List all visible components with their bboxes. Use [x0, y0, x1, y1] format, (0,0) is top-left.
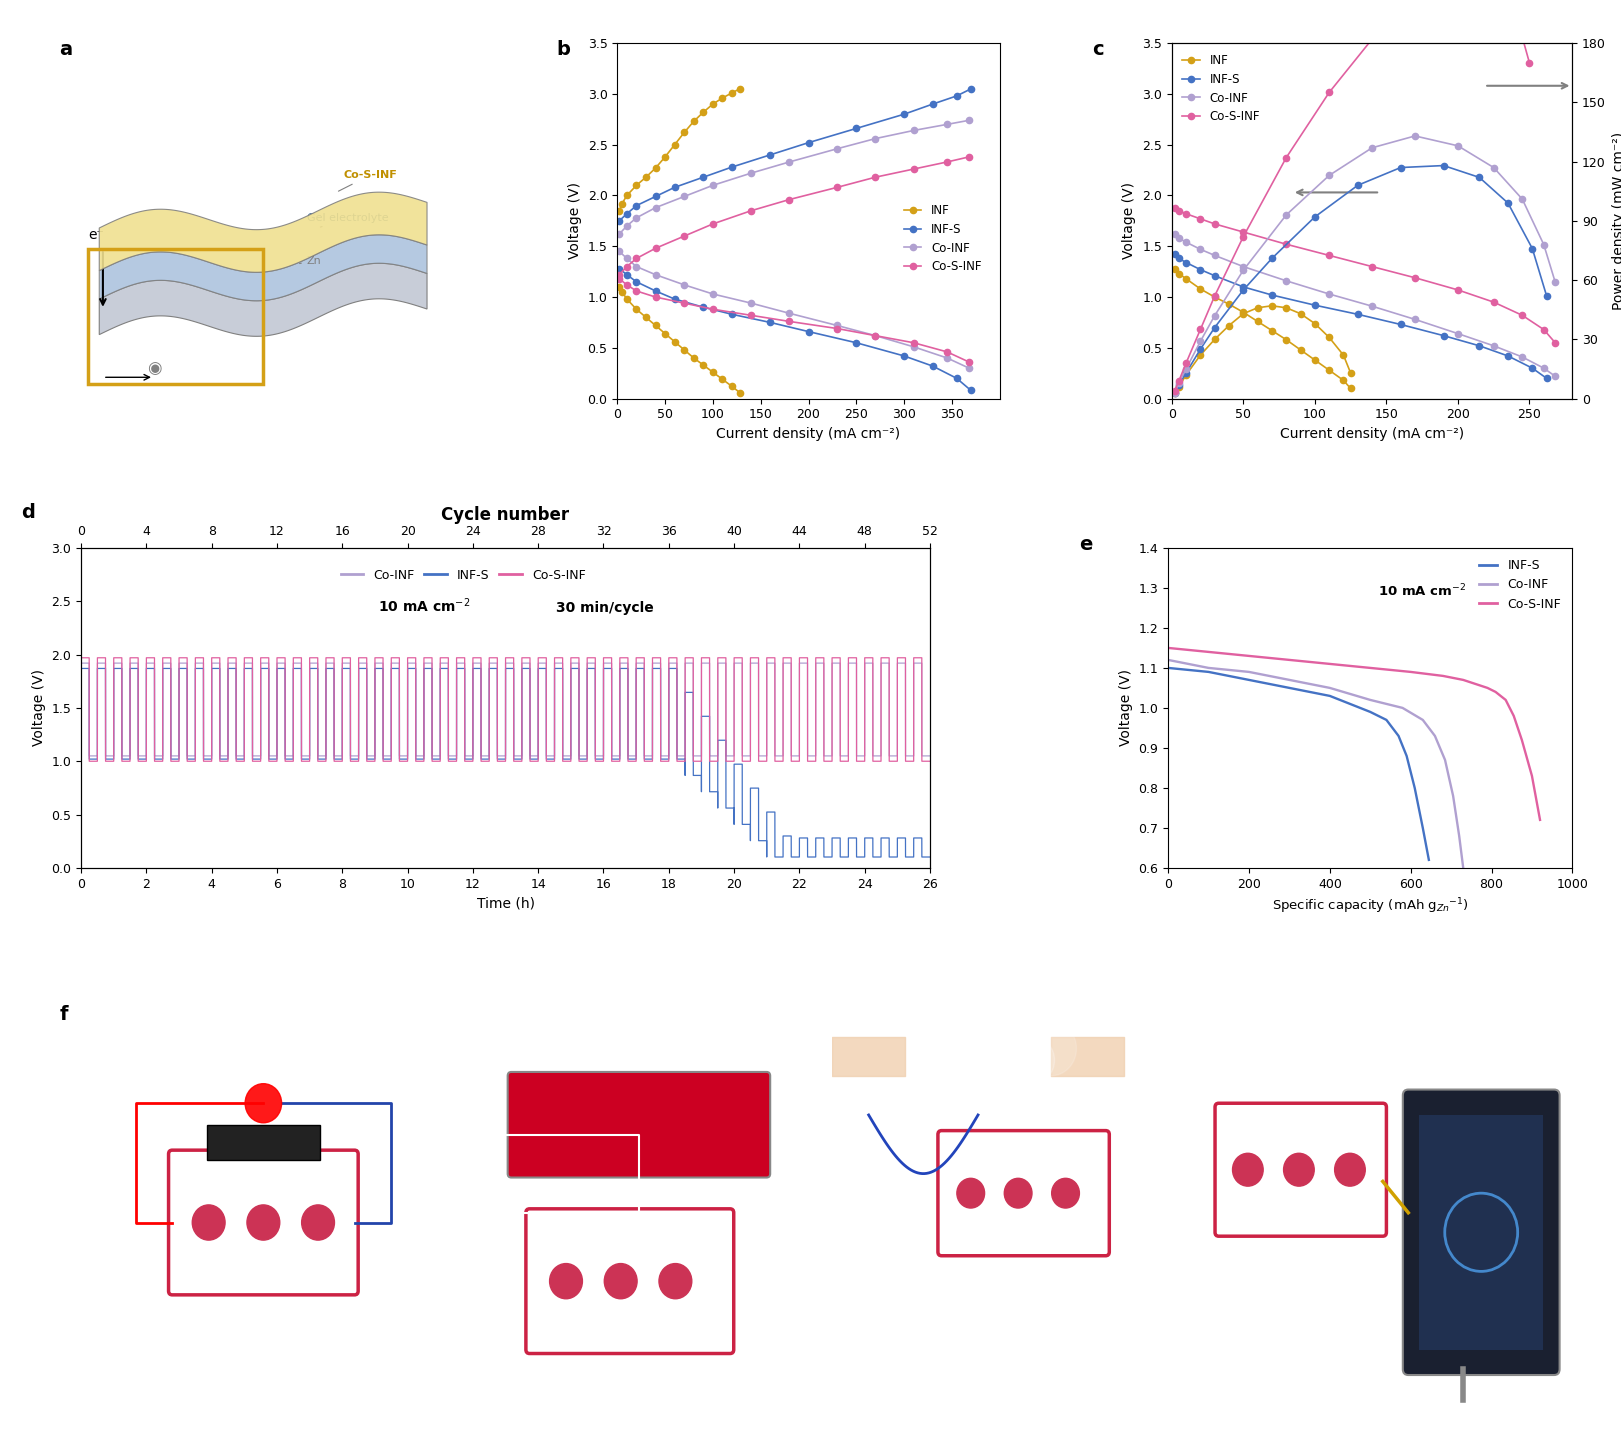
Y-axis label: Voltage (V): Voltage (V): [1122, 182, 1136, 259]
Circle shape: [1052, 1178, 1080, 1209]
Polygon shape: [99, 234, 426, 300]
Circle shape: [660, 1263, 692, 1299]
Polygon shape: [99, 193, 426, 273]
Circle shape: [1005, 1178, 1033, 1209]
Legend: Co-INF, INF-S, Co-S-INF: Co-INF, INF-S, Co-S-INF: [336, 563, 590, 586]
X-axis label: Current density (mA cm⁻²): Current density (mA cm⁻²): [716, 427, 901, 441]
Circle shape: [302, 1204, 334, 1240]
FancyBboxPatch shape: [169, 1150, 358, 1295]
Text: e: e: [1080, 535, 1093, 555]
X-axis label: Cycle number: Cycle number: [441, 506, 569, 523]
Y-axis label: Voltage (V): Voltage (V): [1118, 670, 1133, 746]
Circle shape: [1026, 1022, 1076, 1076]
X-axis label: Specific capacity (mAh g$_{Zn}$$^{-1}$): Specific capacity (mAh g$_{Zn}$$^{-1}$): [1272, 897, 1469, 915]
Text: Co-S-INF: Co-S-INF: [339, 170, 397, 191]
Circle shape: [997, 1052, 1033, 1092]
Circle shape: [968, 1083, 989, 1106]
FancyBboxPatch shape: [1216, 1104, 1386, 1236]
Text: c: c: [1091, 40, 1104, 59]
Legend: INF, INF-S, Co-INF, Co-S-INF: INF, INF-S, Co-INF, Co-S-INF: [900, 200, 986, 279]
Text: 30 min/cycle: 30 min/cycle: [556, 601, 655, 615]
Y-axis label: Voltage (V): Voltage (V): [32, 670, 45, 746]
FancyBboxPatch shape: [1420, 1115, 1543, 1349]
Circle shape: [1334, 1154, 1365, 1186]
X-axis label: Current density (mA cm⁻²): Current density (mA cm⁻²): [1281, 427, 1464, 441]
Text: a: a: [60, 40, 73, 59]
Text: Gel electrolyte: Gel electrolyte: [306, 213, 389, 227]
Text: Zn: Zn: [300, 256, 321, 266]
FancyBboxPatch shape: [939, 1131, 1109, 1256]
Text: 10 mA cm$^{-2}$: 10 mA cm$^{-2}$: [378, 596, 470, 615]
FancyBboxPatch shape: [1402, 1089, 1559, 1375]
Circle shape: [246, 1204, 280, 1240]
FancyBboxPatch shape: [507, 1072, 770, 1177]
FancyBboxPatch shape: [525, 1209, 734, 1354]
Text: e⁻: e⁻: [88, 228, 104, 243]
Text: ◉: ◉: [146, 359, 160, 378]
Text: b: b: [556, 40, 571, 59]
Y-axis label: Power density (mW cm⁻²): Power density (mW cm⁻²): [1611, 132, 1621, 310]
Circle shape: [956, 1178, 984, 1209]
Polygon shape: [99, 263, 426, 336]
Circle shape: [605, 1263, 637, 1299]
Circle shape: [982, 1068, 1012, 1099]
Circle shape: [193, 1204, 225, 1240]
Text: 10 mA cm$^{-2}$: 10 mA cm$^{-2}$: [1378, 582, 1467, 599]
Legend: INF, INF-S, Co-INF, Co-S-INF: INF, INF-S, Co-INF, Co-S-INF: [1178, 49, 1264, 128]
Text: f: f: [60, 1006, 68, 1025]
X-axis label: Time (h): Time (h): [477, 897, 535, 910]
Y-axis label: Voltage (V): Voltage (V): [567, 182, 582, 259]
FancyBboxPatch shape: [207, 1125, 319, 1160]
Text: d: d: [21, 503, 36, 522]
Circle shape: [1232, 1154, 1263, 1186]
Circle shape: [1012, 1036, 1055, 1083]
Circle shape: [550, 1263, 582, 1299]
Legend: INF-S, Co-INF, Co-S-INF: INF-S, Co-INF, Co-S-INF: [1473, 555, 1566, 615]
Circle shape: [245, 1083, 282, 1122]
Circle shape: [1284, 1154, 1315, 1186]
